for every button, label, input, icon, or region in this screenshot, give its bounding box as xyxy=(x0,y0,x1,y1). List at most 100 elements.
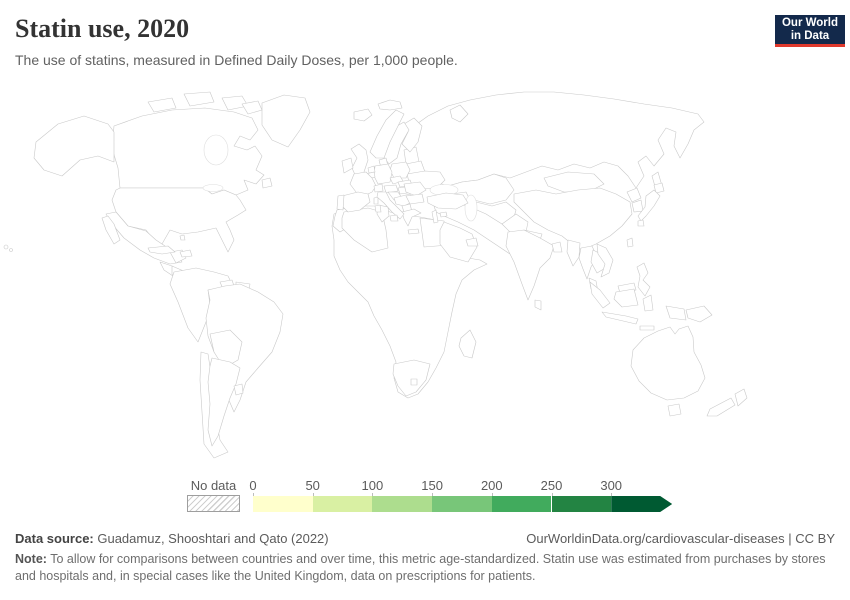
island-tasmania[interactable] xyxy=(667,403,682,417)
country-mongolia[interactable] xyxy=(543,171,605,193)
legend-tick-mark xyxy=(551,493,553,496)
country-austria[interactable] xyxy=(383,184,399,194)
island-sumatra[interactable] xyxy=(589,281,611,309)
island-crete[interactable] xyxy=(407,228,420,235)
owid-logo-line1: Our World xyxy=(781,16,838,29)
legend-tick-label: 0 xyxy=(249,478,257,493)
legend-segment-100[interactable] xyxy=(372,496,433,512)
owid-logo[interactable]: Our World in Data xyxy=(775,15,845,47)
country-myanmar[interactable] xyxy=(566,239,581,267)
country-germany[interactable] xyxy=(373,163,393,185)
canada-arctic-island-1[interactable] xyxy=(147,97,177,113)
country-madagascar[interactable] xyxy=(458,329,477,359)
country-uae-qatar[interactable] xyxy=(465,237,479,247)
country-italy[interactable] xyxy=(376,191,405,220)
note-line: Note: To allow for comparisons between c… xyxy=(15,551,837,585)
island-borneo[interactable] xyxy=(613,288,639,308)
country-cyprus[interactable] xyxy=(439,211,448,218)
us-hawaii[interactable] xyxy=(3,244,9,250)
no-data-label: No data xyxy=(190,478,237,493)
nz-south-island[interactable] xyxy=(706,397,736,417)
mexico-baja[interactable] xyxy=(101,215,121,245)
country-north-korea[interactable] xyxy=(626,187,642,203)
nz-north-island[interactable] xyxy=(734,388,748,407)
country-bulgaria[interactable] xyxy=(405,193,425,205)
data-source-line: Data source: Guadamuz, Shooshtari and Qa… xyxy=(15,531,329,546)
country-taiwan[interactable] xyxy=(626,237,634,248)
country-bangladesh[interactable] xyxy=(551,241,563,253)
legend-tick-mark xyxy=(491,493,493,496)
country-argentina[interactable] xyxy=(207,357,241,447)
country-canada[interactable] xyxy=(111,107,265,196)
island-lesser-sunda[interactable] xyxy=(639,325,655,331)
country-bahamas[interactable] xyxy=(179,234,186,241)
country-india[interactable] xyxy=(505,229,555,301)
island-sulawesi[interactable] xyxy=(642,294,654,312)
legend-tick-mark xyxy=(312,493,314,496)
island-corsica[interactable] xyxy=(373,196,379,205)
country-france[interactable] xyxy=(349,171,377,197)
country-papua-new-guinea[interactable] xyxy=(685,305,713,323)
legend-segment-250[interactable] xyxy=(551,496,612,512)
us-hawaii-2[interactable] xyxy=(9,248,13,252)
island-hokkaido[interactable] xyxy=(653,182,665,194)
country-south-korea[interactable] xyxy=(631,199,644,213)
country-greece[interactable] xyxy=(401,208,422,227)
country-hispaniola[interactable] xyxy=(179,249,193,258)
owid-url-link[interactable]: OurWorldinData.org/cardiovascular-diseas… xyxy=(526,531,835,546)
country-cuba[interactable] xyxy=(147,245,176,255)
country-philippines[interactable] xyxy=(636,262,651,297)
legend-color-scale: 0 50 100 150 200 250 300 xyxy=(249,478,678,512)
country-algeria[interactable] xyxy=(341,207,389,253)
country-lesotho[interactable] xyxy=(410,378,418,386)
country-norway[interactable] xyxy=(369,109,405,159)
region-arabia[interactable] xyxy=(439,221,478,263)
country-uruguay[interactable] xyxy=(233,383,244,396)
caspian-sea xyxy=(464,194,478,222)
country-iceland[interactable] xyxy=(353,108,373,122)
legend-segment-200[interactable] xyxy=(491,496,552,512)
legend-segment-150[interactable] xyxy=(432,496,492,512)
country-poland[interactable] xyxy=(389,161,411,179)
island-svalbard[interactable] xyxy=(377,99,403,111)
island-sicily[interactable] xyxy=(389,214,399,222)
country-china[interactable] xyxy=(513,187,633,251)
legend-tick-mark xyxy=(432,493,434,496)
legend-tick-label: 250 xyxy=(540,478,563,493)
country-israel[interactable] xyxy=(431,209,439,224)
country-australia[interactable] xyxy=(630,325,706,401)
canada-newfoundland[interactable] xyxy=(261,177,273,189)
note-text: To allow for comparisons between countri… xyxy=(15,552,826,583)
no-data-swatch[interactable] xyxy=(187,495,240,512)
legend-bar xyxy=(253,496,678,512)
country-greenland[interactable] xyxy=(261,94,311,148)
legend-segment-300[interactable] xyxy=(611,496,672,512)
canada-arctic-island-2[interactable] xyxy=(183,91,215,107)
country-netherlands[interactable] xyxy=(367,165,376,174)
note-label: Note: xyxy=(15,552,47,566)
country-ireland[interactable] xyxy=(341,157,354,174)
island-west-papua[interactable] xyxy=(665,305,687,321)
island-novaya-zemlya[interactable] xyxy=(449,104,469,123)
us-alaska[interactable] xyxy=(33,115,115,177)
island-sardinia[interactable] xyxy=(374,204,382,213)
country-russia[interactable] xyxy=(405,91,705,189)
country-vietnam[interactable] xyxy=(596,243,614,278)
legend-segment-50[interactable] xyxy=(312,496,373,512)
data-source-label: Data source: xyxy=(15,531,94,546)
country-andean[interactable] xyxy=(169,267,233,343)
country-sri-lanka[interactable] xyxy=(534,299,542,311)
legend-segment-0[interactable] xyxy=(253,496,313,512)
country-turkey[interactable] xyxy=(426,192,469,210)
island-honshu[interactable] xyxy=(637,189,661,222)
legend-tick-label: 100 xyxy=(361,478,384,493)
country-south-africa[interactable] xyxy=(392,359,431,397)
country-bolivia-paraguay[interactable] xyxy=(209,329,243,369)
hudson-bay xyxy=(203,134,229,166)
country-romania[interactable] xyxy=(403,181,427,197)
canada-baffin-island[interactable] xyxy=(241,100,263,115)
country-portugal[interactable] xyxy=(336,194,345,211)
country-switzerland[interactable] xyxy=(373,183,384,193)
island-java[interactable] xyxy=(601,311,639,325)
island-kyushu[interactable] xyxy=(637,219,645,227)
